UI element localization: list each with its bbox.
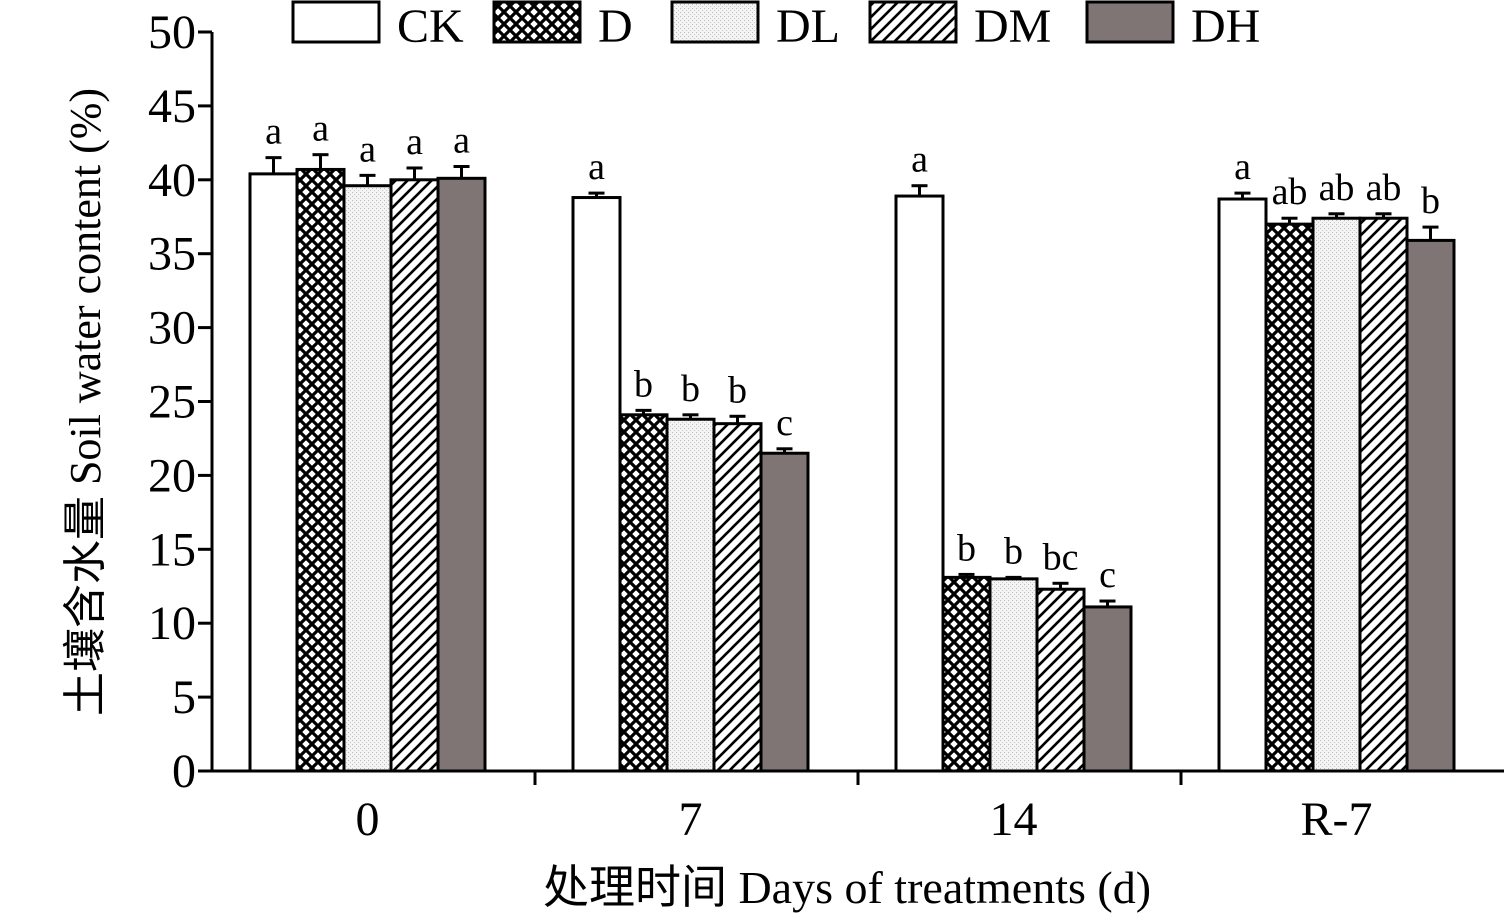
significance-letter: bc <box>1043 536 1079 578</box>
y-tick-label: 5 <box>172 671 196 724</box>
y-axis-title: 土壤含水量 Soil water content (%) <box>61 88 110 716</box>
legend-swatch-dl <box>670 0 760 44</box>
bar-d <box>1264 222 1315 773</box>
bar-d <box>295 167 346 773</box>
y-tick-label: 35 <box>148 228 196 281</box>
bar-dl <box>1311 216 1362 773</box>
bar-ck <box>571 196 622 773</box>
significance-letter: b <box>728 369 747 411</box>
x-tick-label: 0 <box>356 793 380 846</box>
y-tick-label: 15 <box>148 523 196 576</box>
significance-letter: a <box>1234 146 1251 188</box>
significance-letter: c <box>776 402 793 444</box>
bar-dm <box>389 178 440 773</box>
y-axis: 0 5 10 15 20 25 30 35 40 45 50 <box>148 6 214 798</box>
x-axis-title: 处理时间 Days of treatments (d) <box>543 862 1151 913</box>
significance-letter: a <box>911 139 928 181</box>
y-tick-label: 10 <box>148 597 196 650</box>
significance-letter: a <box>312 108 329 150</box>
legend-label-dm: DM <box>974 0 1051 53</box>
significance-letter: c <box>1099 554 1116 596</box>
bar-dh <box>759 451 810 773</box>
y-tick-label: 30 <box>148 302 196 355</box>
legend-label-d: D <box>598 0 633 53</box>
bar-dm <box>712 422 763 773</box>
bar-dh <box>1405 238 1456 773</box>
y-tick-label: 25 <box>148 376 196 429</box>
significance-letter: a <box>406 121 423 163</box>
bar-dh <box>436 176 487 773</box>
bar-dm <box>1358 216 1409 773</box>
significance-letter: a <box>265 111 282 153</box>
legend: CK D DL DM DH <box>291 0 1260 53</box>
bar-ck <box>1217 197 1268 773</box>
bar-ck <box>894 194 945 773</box>
bar-dl <box>665 417 716 773</box>
significance-letter: a <box>453 119 470 161</box>
bar-dl <box>342 184 393 773</box>
x-axis: 0 7 14 R-7 <box>212 769 1504 846</box>
x-tick-label: 7 <box>679 793 703 846</box>
legend-label-dh: DH <box>1191 0 1260 53</box>
y-tick-label: 20 <box>148 449 196 502</box>
x-tick-label: 14 <box>990 793 1038 846</box>
significance-letter: a <box>588 146 605 188</box>
significance-letter: b <box>634 363 653 405</box>
legend-swatch-d <box>492 0 582 44</box>
legend-swatch-dh <box>1085 0 1175 44</box>
y-tick-label: 45 <box>148 80 196 133</box>
legend-swatch-dm <box>868 0 958 44</box>
significance-letter: b <box>681 368 700 410</box>
bar-ck <box>248 172 299 773</box>
legend-label-dl: DL <box>776 0 840 53</box>
legend-swatch-ck <box>291 0 381 44</box>
x-tick-label: R-7 <box>1301 793 1373 846</box>
significance-letter: a <box>359 128 376 170</box>
y-tick-label: 40 <box>148 154 196 207</box>
bar-d <box>941 575 992 773</box>
significance-letter: ab <box>1319 167 1355 209</box>
legend-label-ck: CK <box>397 0 464 53</box>
y-tick-label: 0 <box>172 745 196 798</box>
significance-letter: ab <box>1366 167 1402 209</box>
significance-letter: b <box>1004 530 1023 572</box>
bar-dl <box>988 577 1039 773</box>
bar-d <box>618 413 669 773</box>
bar-dm <box>1035 587 1086 773</box>
significance-letter: ab <box>1272 171 1308 213</box>
significance-letter: b <box>1421 180 1440 222</box>
significance-letter: b <box>957 527 976 569</box>
bar-dh <box>1082 605 1133 773</box>
y-tick-label: 50 <box>148 6 196 59</box>
